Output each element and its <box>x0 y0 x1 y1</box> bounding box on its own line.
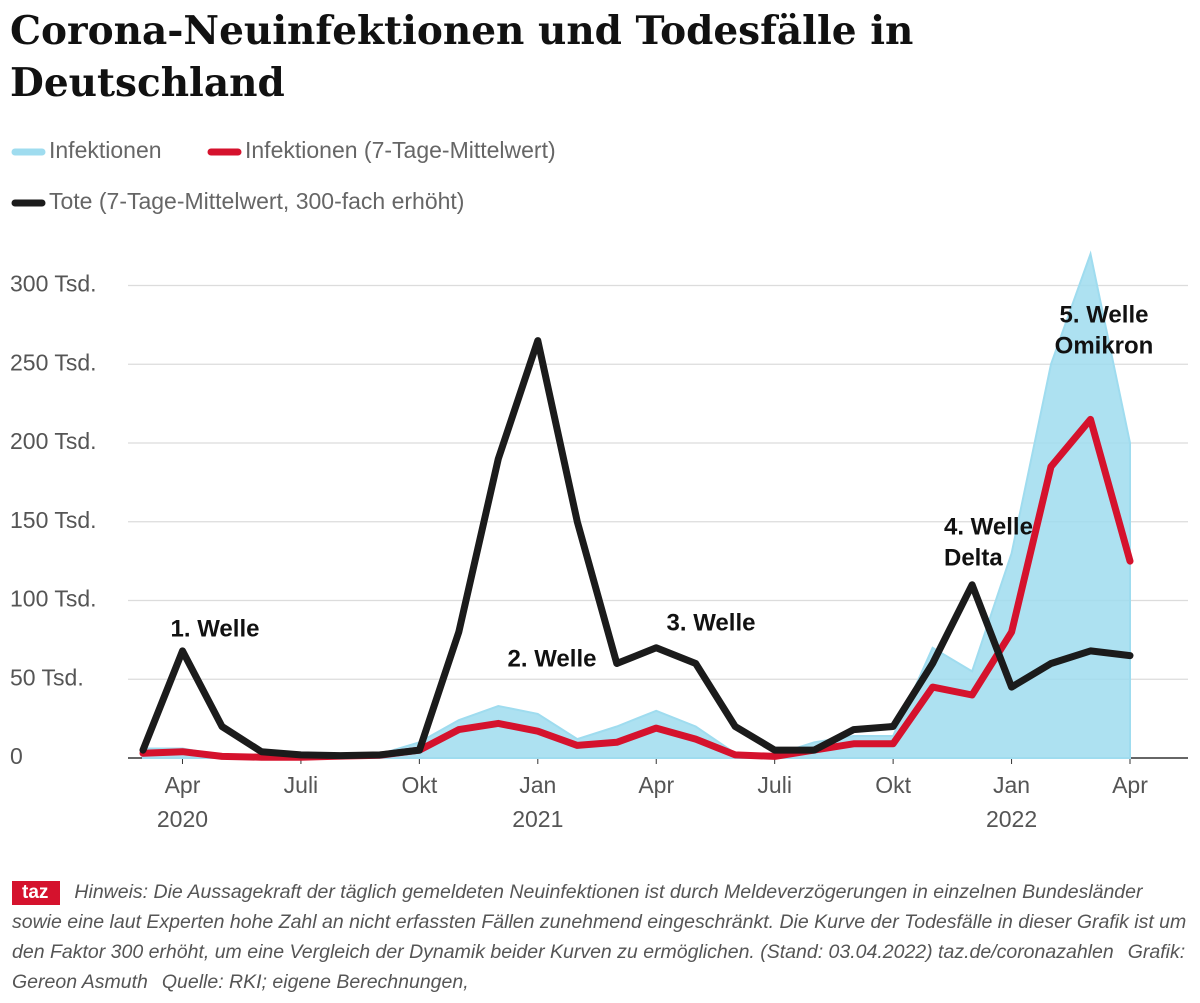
annotation: 2. Welle <box>508 645 597 672</box>
line <box>139 337 1134 760</box>
x-tick-label: 2022 <box>986 806 1037 832</box>
legend-label: Tote (7-Tage-Mittelwert, 300-fach erhöht… <box>49 188 464 214</box>
annotation: Omikron <box>1055 332 1154 359</box>
y-tick-label: 100 Tsd. <box>10 586 97 612</box>
y-tick-label: 200 Tsd. <box>10 428 97 454</box>
x-tick-label: Okt <box>401 772 437 798</box>
logo: taz <box>12 881 61 905</box>
annotation: 4. Welle <box>944 513 1033 540</box>
x-tick-label: 2021 <box>512 806 563 832</box>
x-tick-label: Jan <box>993 772 1030 798</box>
annotation: 3. Welle <box>667 609 756 636</box>
x-tick-label: Okt <box>875 772 911 798</box>
x-tick-label: Juli <box>757 772 792 798</box>
x-tick-label: Apr <box>638 772 674 798</box>
credit: Grafik: Gereon Asmuth <box>12 941 1186 993</box>
chart-title: Corona-Neuinfektionen und Todesfälle in D… <box>10 8 913 106</box>
note: Hinweis: Die Aussagekraft der täglich ge… <box>12 881 1187 963</box>
y-tick-label: 300 Tsd. <box>10 271 97 297</box>
x-tick-label: Apr <box>1112 772 1148 798</box>
footer: taz Hinweis: Die Aussagekraft der täglich… <box>12 877 1187 997</box>
annotation: Delta <box>944 544 1003 571</box>
y-tick-label: 150 Tsd. <box>10 507 97 533</box>
chart: Corona-Neuinfektionen und Todesfälle in D… <box>10 8 1188 832</box>
x-tick-label: Jan <box>519 772 556 798</box>
x-tick-label: 2020 <box>157 806 208 832</box>
stand: (Stand: 03.04.2022) taz.de/coronazahlen <box>760 941 1114 963</box>
annotation: 1. Welle <box>171 615 260 642</box>
annotation: 5. Welle <box>1060 301 1149 328</box>
x-tick-label: Apr <box>165 772 201 798</box>
y-tick-label: 0 <box>10 743 23 769</box>
legend-label: Infektionen (7-Tage-Mittelwert) <box>245 137 556 163</box>
y-tick-label: 250 Tsd. <box>10 349 97 375</box>
source: Quelle: RKI; eigene Berechnungen, <box>161 971 469 993</box>
y-tick-label: 50 Tsd. <box>10 664 84 690</box>
x-tick-label: Juli <box>284 772 319 798</box>
legend-label: Infektionen <box>49 137 162 163</box>
